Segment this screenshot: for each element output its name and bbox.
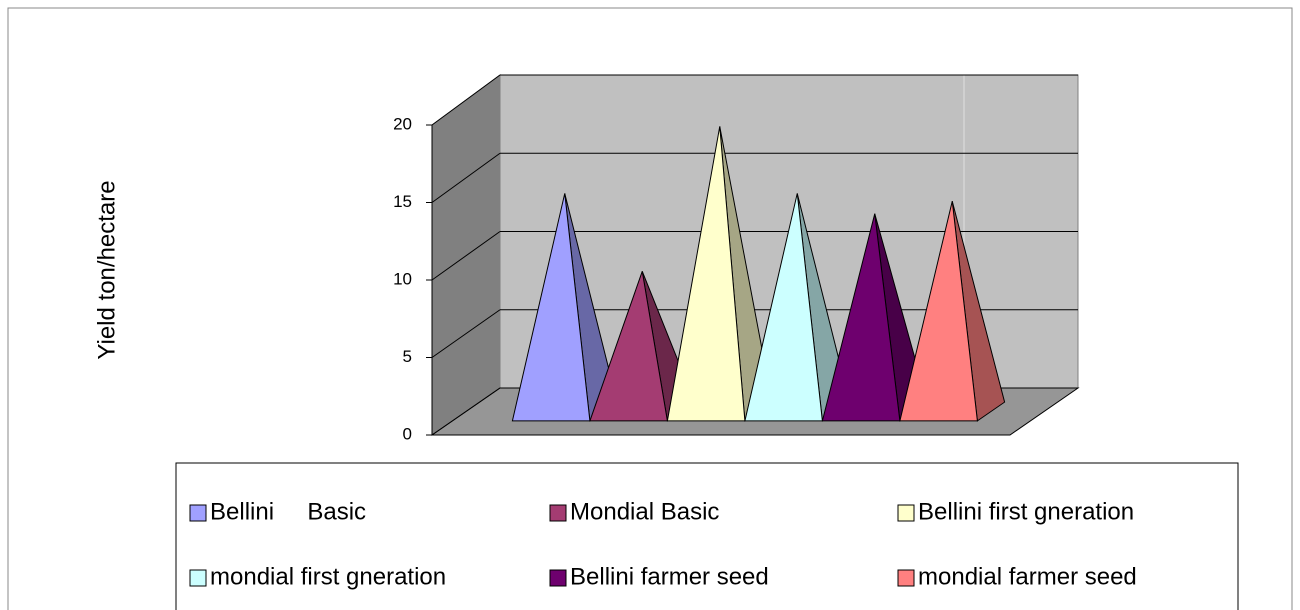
- legend-box: [175, 462, 1239, 610]
- y-tick-label: 20: [393, 114, 412, 133]
- legend-swatch: [897, 504, 915, 522]
- grid-line: [431, 387, 501, 436]
- legend-swatch: [189, 504, 207, 522]
- legend-label: mondial first gneration: [210, 563, 446, 590]
- pyramid: [821, 213, 901, 422]
- y-tick-label: 10: [393, 269, 412, 288]
- grid-line: [431, 74, 501, 126]
- y-tick-label: 5: [403, 347, 412, 366]
- legend-swatch: [549, 504, 567, 522]
- grid-line: [431, 231, 501, 281]
- pyramid: [589, 271, 668, 422]
- legend-swatch: [189, 569, 207, 587]
- legend-label: mondial farmer seed: [918, 563, 1137, 590]
- legend-swatch: [897, 569, 915, 587]
- y-axis-label: Yield ton/hectare: [93, 180, 120, 359]
- legend-label: Bellini first gneration: [918, 498, 1134, 525]
- legend-label: Bellini Basic: [210, 498, 366, 525]
- grid-line: [431, 152, 501, 203]
- legend-swatch: [549, 569, 567, 587]
- pyramid: [744, 193, 823, 422]
- pyramid: [511, 193, 591, 422]
- side-wall: [431, 74, 501, 436]
- y-tick-label: 15: [393, 192, 412, 211]
- y-tick-label: 0: [403, 424, 412, 443]
- pyramid: [666, 126, 746, 422]
- legend-label: Bellini farmer seed: [570, 563, 769, 590]
- grid-line: [431, 309, 501, 358]
- pyramid: [899, 201, 978, 422]
- legend-label: Mondial Basic: [570, 498, 719, 525]
